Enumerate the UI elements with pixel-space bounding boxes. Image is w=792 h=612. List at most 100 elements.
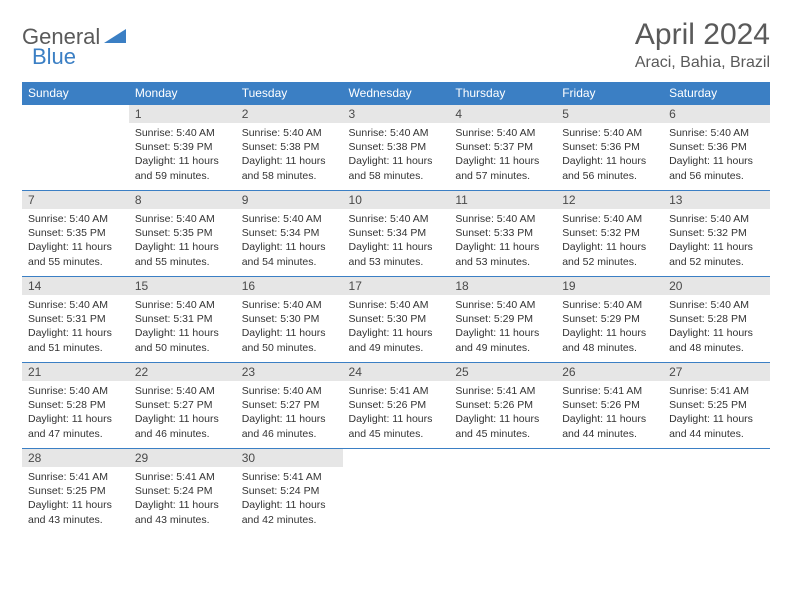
calendar-cell: 14Sunrise: 5:40 AMSunset: 5:31 PMDayligh… bbox=[22, 277, 129, 363]
day-number: 30 bbox=[236, 449, 343, 467]
day-number: 23 bbox=[236, 363, 343, 381]
calendar-cell bbox=[343, 449, 450, 535]
calendar-cell: 5Sunrise: 5:40 AMSunset: 5:36 PMDaylight… bbox=[556, 105, 663, 191]
day-number: 9 bbox=[236, 191, 343, 209]
day-details: Sunrise: 5:41 AMSunset: 5:24 PMDaylight:… bbox=[129, 467, 236, 531]
calendar-cell: 24Sunrise: 5:41 AMSunset: 5:26 PMDayligh… bbox=[343, 363, 450, 449]
calendar-cell bbox=[556, 449, 663, 535]
day-number: 7 bbox=[22, 191, 129, 209]
day-details: Sunrise: 5:40 AMSunset: 5:36 PMDaylight:… bbox=[556, 123, 663, 187]
calendar-cell: 3Sunrise: 5:40 AMSunset: 5:38 PMDaylight… bbox=[343, 105, 450, 191]
calendar-cell: 15Sunrise: 5:40 AMSunset: 5:31 PMDayligh… bbox=[129, 277, 236, 363]
day-header: Thursday bbox=[449, 82, 556, 105]
day-number: 6 bbox=[663, 105, 770, 123]
day-details: Sunrise: 5:41 AMSunset: 5:26 PMDaylight:… bbox=[449, 381, 556, 445]
calendar-cell: 28Sunrise: 5:41 AMSunset: 5:25 PMDayligh… bbox=[22, 449, 129, 535]
day-number: 14 bbox=[22, 277, 129, 295]
day-details: Sunrise: 5:40 AMSunset: 5:36 PMDaylight:… bbox=[663, 123, 770, 187]
day-details: Sunrise: 5:40 AMSunset: 5:38 PMDaylight:… bbox=[236, 123, 343, 187]
calendar-cell: 26Sunrise: 5:41 AMSunset: 5:26 PMDayligh… bbox=[556, 363, 663, 449]
calendar-cell: 10Sunrise: 5:40 AMSunset: 5:34 PMDayligh… bbox=[343, 191, 450, 277]
day-number: 10 bbox=[343, 191, 450, 209]
day-details: Sunrise: 5:41 AMSunset: 5:24 PMDaylight:… bbox=[236, 467, 343, 531]
calendar-cell: 1Sunrise: 5:40 AMSunset: 5:39 PMDaylight… bbox=[129, 105, 236, 191]
day-details: Sunrise: 5:40 AMSunset: 5:30 PMDaylight:… bbox=[343, 295, 450, 359]
calendar-cell: 20Sunrise: 5:40 AMSunset: 5:28 PMDayligh… bbox=[663, 277, 770, 363]
calendar-cell: 29Sunrise: 5:41 AMSunset: 5:24 PMDayligh… bbox=[129, 449, 236, 535]
day-number: 3 bbox=[343, 105, 450, 123]
day-header: Tuesday bbox=[236, 82, 343, 105]
day-header: Monday bbox=[129, 82, 236, 105]
day-number: 19 bbox=[556, 277, 663, 295]
calendar-row: 21Sunrise: 5:40 AMSunset: 5:28 PMDayligh… bbox=[22, 363, 770, 449]
calendar-table: SundayMondayTuesdayWednesdayThursdayFrid… bbox=[22, 82, 770, 535]
day-details: Sunrise: 5:40 AMSunset: 5:38 PMDaylight:… bbox=[343, 123, 450, 187]
day-details: Sunrise: 5:41 AMSunset: 5:26 PMDaylight:… bbox=[556, 381, 663, 445]
month-title: April 2024 bbox=[635, 18, 770, 52]
calendar-cell bbox=[663, 449, 770, 535]
calendar-cell: 19Sunrise: 5:40 AMSunset: 5:29 PMDayligh… bbox=[556, 277, 663, 363]
day-number: 28 bbox=[22, 449, 129, 467]
calendar-cell: 27Sunrise: 5:41 AMSunset: 5:25 PMDayligh… bbox=[663, 363, 770, 449]
day-details: Sunrise: 5:40 AMSunset: 5:30 PMDaylight:… bbox=[236, 295, 343, 359]
calendar-row: 7Sunrise: 5:40 AMSunset: 5:35 PMDaylight… bbox=[22, 191, 770, 277]
day-details: Sunrise: 5:41 AMSunset: 5:25 PMDaylight:… bbox=[22, 467, 129, 531]
title-block: April 2024 Araci, Bahia, Brazil bbox=[635, 18, 770, 72]
day-number: 17 bbox=[343, 277, 450, 295]
day-details: Sunrise: 5:40 AMSunset: 5:39 PMDaylight:… bbox=[129, 123, 236, 187]
calendar-cell: 25Sunrise: 5:41 AMSunset: 5:26 PMDayligh… bbox=[449, 363, 556, 449]
day-number: 24 bbox=[343, 363, 450, 381]
day-details: Sunrise: 5:40 AMSunset: 5:37 PMDaylight:… bbox=[449, 123, 556, 187]
day-details: Sunrise: 5:40 AMSunset: 5:28 PMDaylight:… bbox=[663, 295, 770, 359]
day-number: 11 bbox=[449, 191, 556, 209]
calendar-cell: 8Sunrise: 5:40 AMSunset: 5:35 PMDaylight… bbox=[129, 191, 236, 277]
day-details: Sunrise: 5:40 AMSunset: 5:31 PMDaylight:… bbox=[22, 295, 129, 359]
calendar-cell bbox=[22, 105, 129, 191]
logo-text-blue: Blue bbox=[32, 44, 76, 69]
calendar-cell: 9Sunrise: 5:40 AMSunset: 5:34 PMDaylight… bbox=[236, 191, 343, 277]
day-details: Sunrise: 5:41 AMSunset: 5:26 PMDaylight:… bbox=[343, 381, 450, 445]
calendar-cell: 6Sunrise: 5:40 AMSunset: 5:36 PMDaylight… bbox=[663, 105, 770, 191]
day-details: Sunrise: 5:40 AMSunset: 5:29 PMDaylight:… bbox=[449, 295, 556, 359]
calendar-cell: 18Sunrise: 5:40 AMSunset: 5:29 PMDayligh… bbox=[449, 277, 556, 363]
day-header: Sunday bbox=[22, 82, 129, 105]
day-header: Saturday bbox=[663, 82, 770, 105]
day-number: 12 bbox=[556, 191, 663, 209]
day-number: 22 bbox=[129, 363, 236, 381]
day-number: 18 bbox=[449, 277, 556, 295]
day-number: 21 bbox=[22, 363, 129, 381]
calendar-row: 1Sunrise: 5:40 AMSunset: 5:39 PMDaylight… bbox=[22, 105, 770, 191]
day-details: Sunrise: 5:40 AMSunset: 5:27 PMDaylight:… bbox=[129, 381, 236, 445]
day-details: Sunrise: 5:40 AMSunset: 5:35 PMDaylight:… bbox=[129, 209, 236, 273]
calendar-cell: 16Sunrise: 5:40 AMSunset: 5:30 PMDayligh… bbox=[236, 277, 343, 363]
day-number: 4 bbox=[449, 105, 556, 123]
day-number: 20 bbox=[663, 277, 770, 295]
day-number: 15 bbox=[129, 277, 236, 295]
calendar-row: 14Sunrise: 5:40 AMSunset: 5:31 PMDayligh… bbox=[22, 277, 770, 363]
calendar-cell: 2Sunrise: 5:40 AMSunset: 5:38 PMDaylight… bbox=[236, 105, 343, 191]
day-details: Sunrise: 5:41 AMSunset: 5:25 PMDaylight:… bbox=[663, 381, 770, 445]
calendar-cell bbox=[449, 449, 556, 535]
calendar-cell: 4Sunrise: 5:40 AMSunset: 5:37 PMDaylight… bbox=[449, 105, 556, 191]
calendar-cell: 22Sunrise: 5:40 AMSunset: 5:27 PMDayligh… bbox=[129, 363, 236, 449]
day-number: 5 bbox=[556, 105, 663, 123]
calendar-cell: 11Sunrise: 5:40 AMSunset: 5:33 PMDayligh… bbox=[449, 191, 556, 277]
logo-triangle-icon bbox=[104, 27, 126, 48]
day-header: Wednesday bbox=[343, 82, 450, 105]
calendar-cell: 13Sunrise: 5:40 AMSunset: 5:32 PMDayligh… bbox=[663, 191, 770, 277]
day-details: Sunrise: 5:40 AMSunset: 5:34 PMDaylight:… bbox=[236, 209, 343, 273]
calendar-cell: 12Sunrise: 5:40 AMSunset: 5:32 PMDayligh… bbox=[556, 191, 663, 277]
day-details: Sunrise: 5:40 AMSunset: 5:27 PMDaylight:… bbox=[236, 381, 343, 445]
logo-row2: Blue bbox=[32, 44, 76, 70]
calendar-cell: 21Sunrise: 5:40 AMSunset: 5:28 PMDayligh… bbox=[22, 363, 129, 449]
calendar-cell: 17Sunrise: 5:40 AMSunset: 5:30 PMDayligh… bbox=[343, 277, 450, 363]
day-details: Sunrise: 5:40 AMSunset: 5:28 PMDaylight:… bbox=[22, 381, 129, 445]
calendar-cell: 30Sunrise: 5:41 AMSunset: 5:24 PMDayligh… bbox=[236, 449, 343, 535]
day-details: Sunrise: 5:40 AMSunset: 5:33 PMDaylight:… bbox=[449, 209, 556, 273]
day-number: 27 bbox=[663, 363, 770, 381]
day-header: Friday bbox=[556, 82, 663, 105]
day-number: 8 bbox=[129, 191, 236, 209]
day-number: 1 bbox=[129, 105, 236, 123]
day-number: 25 bbox=[449, 363, 556, 381]
day-details: Sunrise: 5:40 AMSunset: 5:35 PMDaylight:… bbox=[22, 209, 129, 273]
